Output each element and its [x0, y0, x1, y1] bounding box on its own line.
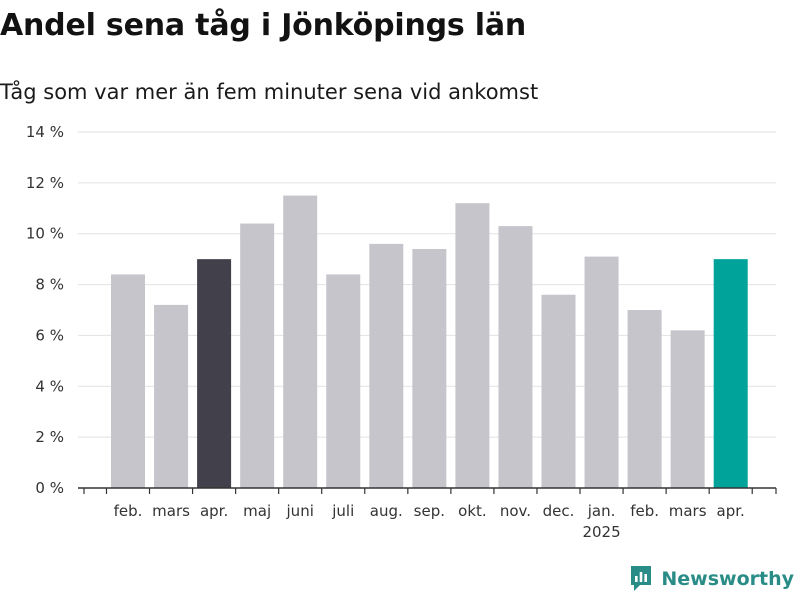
x-tick-label: apr.	[200, 502, 228, 520]
bar	[541, 294, 576, 488]
bar	[240, 223, 275, 489]
brand-name: Newsworthy	[661, 567, 794, 590]
newsworthy-logo-icon	[631, 566, 652, 591]
bar	[369, 243, 404, 488]
y-tick-label: 2 %	[35, 428, 64, 446]
bar	[584, 256, 619, 488]
x-tick-label: feb.	[630, 502, 659, 520]
chart-title: Andel sena tåg i Jönköpings län	[0, 8, 527, 43]
bar	[498, 226, 533, 489]
y-tick-label: 14 %	[26, 123, 64, 141]
x-tick-label: jan.	[587, 502, 616, 520]
x-tick-label: maj	[243, 502, 271, 520]
bar	[455, 203, 490, 488]
x-tick-sublabel: 2025	[582, 523, 620, 541]
bar	[197, 259, 232, 488]
x-tick-label: mars	[152, 502, 190, 520]
x-tick-label: juni	[286, 502, 314, 520]
x-tick-label: sep.	[414, 502, 445, 520]
bar	[713, 259, 748, 488]
bar	[283, 195, 318, 489]
bar	[627, 310, 662, 488]
y-tick-label: 0 %	[35, 479, 64, 497]
x-tick-label: juli	[331, 502, 354, 520]
y-tick-label: 8 %	[35, 276, 64, 294]
x-tick-label: feb.	[114, 502, 143, 520]
chart-subtitle: Tåg som var mer än fem minuter sena vid …	[0, 80, 539, 104]
bar	[111, 274, 145, 488]
y-tick-label: 4 %	[35, 377, 64, 395]
brand-logo: Newsworthy	[629, 565, 794, 592]
y-tick-label: 12 %	[26, 174, 64, 192]
bar	[412, 248, 447, 488]
x-tick-label: okt.	[458, 502, 487, 520]
bar	[670, 330, 705, 488]
x-tick-label: mars	[669, 502, 707, 520]
x-tick-label: aug.	[370, 502, 403, 520]
x-tick-label: dec.	[543, 502, 575, 520]
x-tick-label: apr.	[717, 502, 745, 520]
y-tick-label: 10 %	[26, 225, 64, 243]
bar	[326, 274, 361, 488]
bar	[154, 304, 189, 488]
x-tick-label: nov.	[500, 502, 531, 520]
y-tick-label: 6 %	[35, 326, 64, 344]
